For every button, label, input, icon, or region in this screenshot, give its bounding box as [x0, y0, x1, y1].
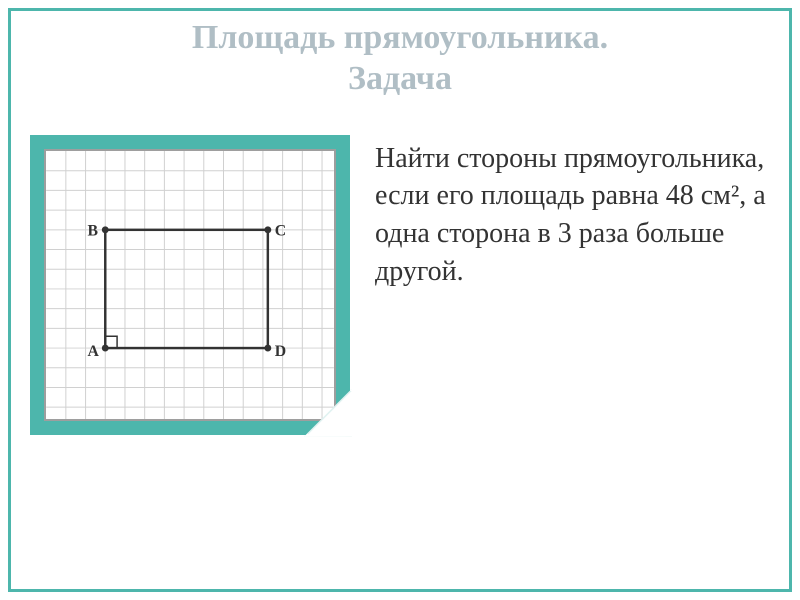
vertex-a-label: A [88, 343, 100, 360]
figure-container: A B C D [30, 135, 350, 435]
geometry-diagram: A B C D [46, 151, 334, 419]
vertex-d-dot [264, 344, 271, 351]
grid [46, 151, 334, 419]
vertex-b-dot [102, 226, 109, 233]
vertex-a-dot [102, 344, 109, 351]
vertex-b-label: B [88, 222, 99, 239]
vertex-c-dot [264, 226, 271, 233]
vertex-c-label: C [275, 222, 286, 239]
figure-inner: A B C D [44, 149, 336, 421]
vertex-d-label: D [275, 343, 286, 360]
